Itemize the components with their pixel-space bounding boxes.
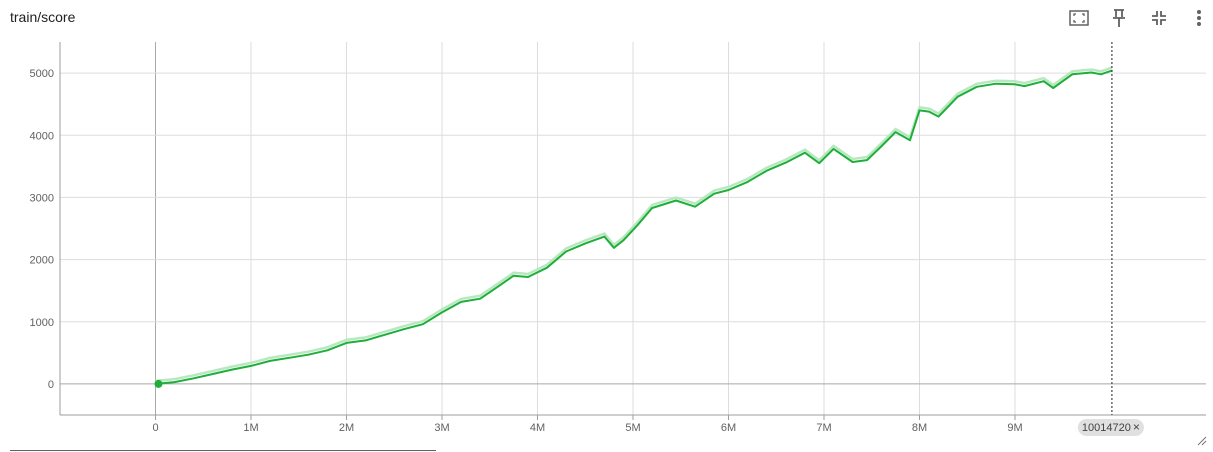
data-point bbox=[909, 139, 911, 142]
series-smoothed-line bbox=[155, 69, 1113, 385]
data-point bbox=[288, 357, 291, 359]
x-tick-label: 6M bbox=[721, 422, 736, 434]
data-point bbox=[785, 161, 787, 164]
data-point bbox=[307, 353, 310, 356]
pin-icon bbox=[1113, 9, 1125, 27]
data-point bbox=[326, 349, 329, 352]
label-layer: 0 1M 2M 3M 4M 5M 6M 7M 8M 9M 0 1000 2000 3000 4000 5000 bbox=[30, 68, 1023, 434]
x-tick-label: 0 bbox=[152, 422, 158, 434]
data-point bbox=[675, 199, 677, 202]
data-point bbox=[727, 189, 730, 191]
axis-layer bbox=[59, 42, 1206, 420]
data-point bbox=[1014, 83, 1016, 86]
data-point bbox=[345, 342, 348, 344]
data-point bbox=[894, 131, 897, 133]
data-point bbox=[173, 381, 176, 383]
data-point bbox=[937, 115, 940, 118]
data-point bbox=[636, 223, 639, 226]
more-vert-icon bbox=[1197, 10, 1201, 26]
data-point bbox=[832, 148, 835, 150]
collapse-icon bbox=[1152, 11, 1166, 25]
data-point bbox=[364, 339, 367, 342]
y-tick-label: 3000 bbox=[30, 192, 54, 204]
data-point bbox=[565, 250, 567, 253]
collapse-button[interactable] bbox=[1145, 4, 1173, 32]
data-point bbox=[818, 162, 821, 165]
data-point bbox=[976, 85, 978, 88]
y-tick-label: 0 bbox=[48, 379, 54, 391]
data-point bbox=[403, 328, 405, 331]
data-point bbox=[995, 82, 997, 85]
data-point bbox=[546, 266, 548, 269]
y-tick-label: 5000 bbox=[30, 68, 54, 80]
data-point bbox=[1052, 87, 1054, 89]
data-point bbox=[804, 151, 806, 154]
y-tick-label: 4000 bbox=[30, 130, 54, 142]
data-point bbox=[622, 239, 625, 242]
data-point bbox=[441, 311, 443, 314]
data-point bbox=[765, 169, 768, 172]
data-point bbox=[651, 207, 653, 209]
x-tick-label: 8M bbox=[912, 422, 927, 434]
more-options-button[interactable] bbox=[1185, 4, 1213, 32]
cursor-chip-background bbox=[1077, 419, 1144, 436]
data-point bbox=[383, 334, 386, 336]
data-point bbox=[422, 323, 424, 326]
x-tick-label: 2M bbox=[339, 422, 354, 434]
data-point bbox=[498, 284, 501, 287]
data-point bbox=[269, 360, 271, 362]
data-point bbox=[866, 159, 868, 161]
cursor-chip[interactable]: 10014720 × bbox=[1077, 419, 1144, 436]
y-tick-label: 2000 bbox=[30, 255, 54, 267]
data-point bbox=[231, 368, 233, 371]
data-point bbox=[694, 205, 696, 208]
series-start-marker bbox=[154, 379, 163, 388]
data-point bbox=[746, 181, 749, 183]
data-point bbox=[1100, 73, 1102, 76]
data-point bbox=[713, 192, 715, 195]
data-point bbox=[956, 95, 959, 98]
data-point bbox=[613, 246, 615, 249]
series-raw-line bbox=[155, 66, 1113, 383]
data-point bbox=[212, 373, 214, 375]
x-tick-label: 1M bbox=[243, 422, 258, 434]
data-point bbox=[918, 109, 921, 112]
data-point bbox=[1023, 85, 1026, 87]
x-tick-label: 7M bbox=[816, 422, 831, 434]
data-point bbox=[851, 161, 854, 163]
x-tick-label: 9M bbox=[1007, 422, 1022, 434]
y-tick-label: 1000 bbox=[30, 317, 54, 329]
data-point bbox=[1071, 73, 1074, 76]
data-point bbox=[880, 145, 883, 148]
series-layer bbox=[154, 66, 1113, 388]
grid-layer bbox=[60, 42, 1206, 415]
data-point bbox=[1042, 80, 1045, 82]
x-tick-label: 4M bbox=[530, 422, 545, 434]
bottom-divider bbox=[10, 450, 436, 451]
data-point bbox=[603, 235, 606, 238]
data-point bbox=[1090, 71, 1093, 74]
pin-button[interactable] bbox=[1105, 4, 1133, 32]
data-point bbox=[250, 365, 252, 367]
data-point bbox=[928, 110, 930, 113]
close-icon[interactable]: × bbox=[1133, 420, 1140, 434]
data-point bbox=[512, 274, 515, 277]
data-point bbox=[584, 242, 587, 245]
data-point bbox=[460, 301, 462, 303]
fit-domain-button[interactable] bbox=[1065, 4, 1093, 32]
fit-domain-icon bbox=[1069, 10, 1089, 26]
data-point bbox=[479, 297, 482, 300]
x-tick-label: 3M bbox=[434, 422, 449, 434]
cursor-layer: 10014720 × bbox=[1077, 42, 1144, 436]
chart-title: train/score bbox=[10, 9, 76, 25]
x-tick-label: 5M bbox=[625, 422, 640, 434]
data-point bbox=[192, 377, 195, 380]
cursor-chip-label: 10014720 bbox=[1082, 422, 1131, 434]
data-point bbox=[527, 276, 529, 278]
resize-handle-icon[interactable] bbox=[1197, 436, 1207, 446]
